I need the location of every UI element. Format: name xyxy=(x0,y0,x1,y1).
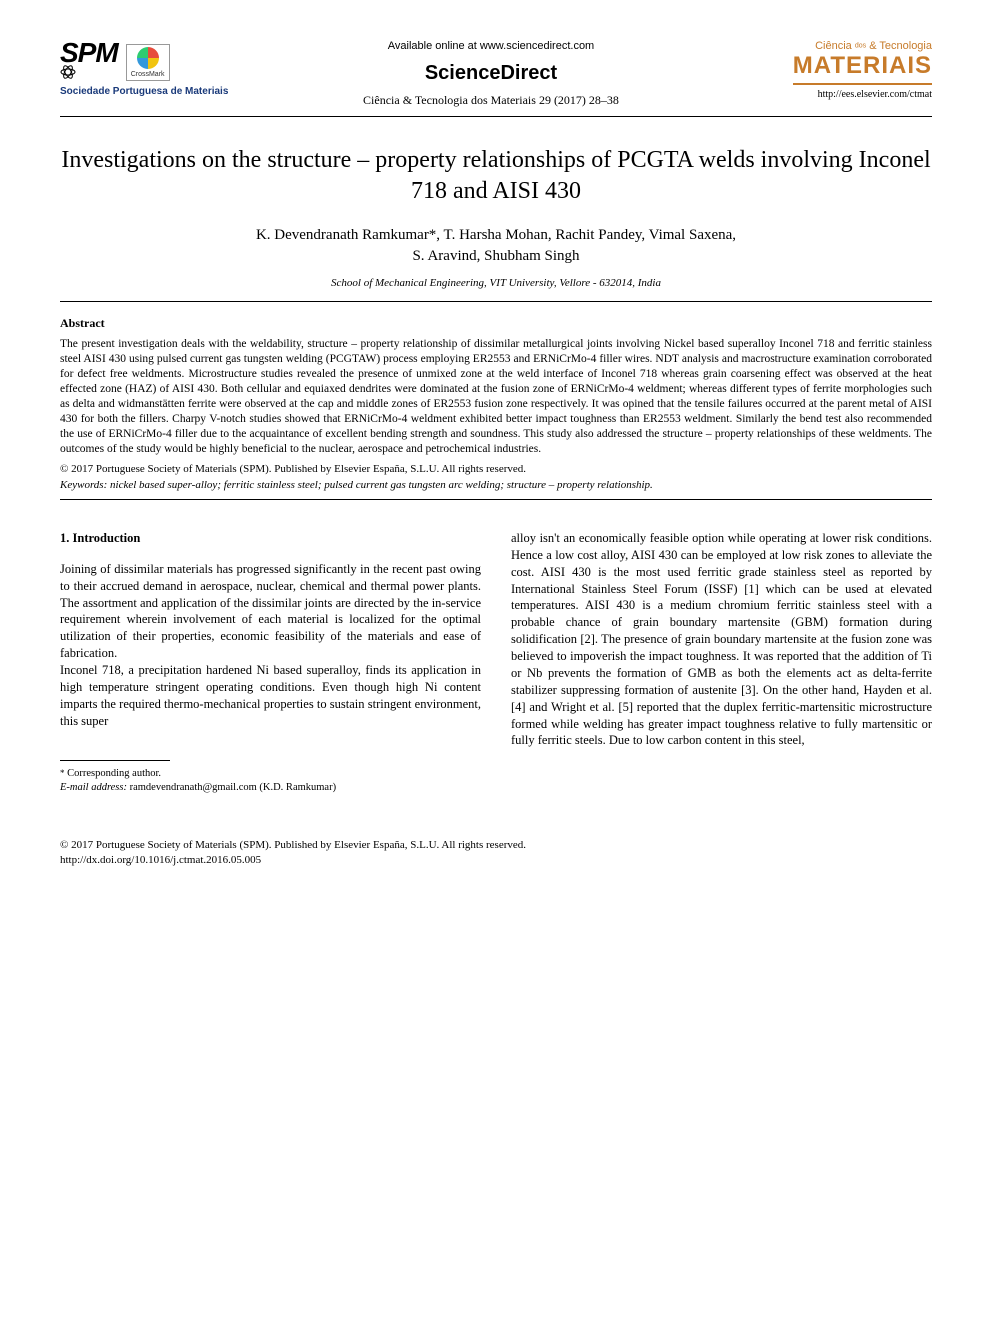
intro-paragraph-2: Inconel 718, a precipitation hardened Ni… xyxy=(60,662,481,730)
keywords-values: nickel based super-alloy; ferritic stain… xyxy=(107,479,653,491)
journal-top-2: & Tecnologia xyxy=(869,40,932,52)
page-header: SPM CrossMark Sociedade Portuguesa de Ma… xyxy=(60,40,932,108)
article-title: Investigations on the structure – proper… xyxy=(60,145,932,207)
journal-url[interactable]: http://ees.elsevier.com/ctmat xyxy=(702,89,932,100)
title-rule xyxy=(60,301,932,302)
authors-line-1: K. Devendranath Ramkumar*, T. Harsha Moh… xyxy=(256,227,736,243)
email-label: E-mail address: xyxy=(60,782,127,793)
footer-copyright: © 2017 Portuguese Society of Materials (… xyxy=(60,838,932,853)
section-heading-intro: 1. Introduction xyxy=(60,530,481,547)
publisher-logo-block: SPM CrossMark Sociedade Portuguesa de Ma… xyxy=(60,40,280,97)
affiliation: School of Mechanical Engineering, VIT Un… xyxy=(60,277,932,289)
journal-logo-topline: Ciência dos & Tecnologia xyxy=(702,40,932,52)
keywords-label: Keywords: xyxy=(60,479,107,491)
keywords-line: Keywords: nickel based super-alloy; ferr… xyxy=(60,479,932,491)
journal-logo-main: MATERIAIS xyxy=(793,52,932,85)
journal-logo-block: Ciência dos & Tecnologia MATERIAIS http:… xyxy=(702,40,932,100)
abstract-body: The present investigation deals with the… xyxy=(60,337,932,457)
header-rule xyxy=(60,116,932,117)
header-center: Available online at www.sciencedirect.co… xyxy=(280,40,702,108)
authors-line-2: S. Aravind, Shubham Singh xyxy=(412,248,579,264)
crossmark-icon xyxy=(137,47,159,69)
body-columns: 1. Introduction Joining of dissimilar ma… xyxy=(60,530,932,796)
corresponding-email[interactable]: ramdevendranath@gmail.com (K.D. Ramkumar… xyxy=(127,782,336,793)
journal-top-dos: dos xyxy=(855,43,866,50)
available-online-text: Available online at www.sciencedirect.co… xyxy=(280,40,702,52)
corresponding-author-footnote: * Corresponding author. E-mail address: … xyxy=(60,767,481,796)
footer-doi[interactable]: http://dx.doi.org/10.1016/j.ctmat.2016.0… xyxy=(60,853,932,868)
crossmark-badge[interactable]: CrossMark xyxy=(126,44,170,81)
footnote-star-icon: * xyxy=(60,768,65,778)
column-left: 1. Introduction Joining of dissimilar ma… xyxy=(60,530,481,796)
atom-icon xyxy=(60,65,100,84)
journal-top-1: Ciência xyxy=(815,40,852,52)
abstract-rule xyxy=(60,499,932,500)
author-list: K. Devendranath Ramkumar*, T. Harsha Moh… xyxy=(60,225,932,267)
abstract-heading: Abstract xyxy=(60,316,932,331)
corresponding-author-label: Corresponding author. xyxy=(67,768,161,779)
intro-paragraph-1: Joining of dissimilar materials has prog… xyxy=(60,561,481,662)
column-right: alloy isn't an economically feasible opt… xyxy=(511,530,932,796)
publisher-logo-sub: Sociedade Portuguesa de Materiais xyxy=(60,86,280,97)
intro-paragraph-3: alloy isn't an economically feasible opt… xyxy=(511,530,932,749)
footnote-rule xyxy=(60,760,170,761)
page-footer: © 2017 Portuguese Society of Materials (… xyxy=(60,838,932,869)
crossmark-label: CrossMark xyxy=(131,71,165,78)
abstract-copyright: © 2017 Portuguese Society of Materials (… xyxy=(60,463,932,475)
sciencedirect-logo: ScienceDirect xyxy=(280,62,702,85)
journal-citation: Ciência & Tecnologia dos Materiais 29 (2… xyxy=(280,93,702,108)
publisher-logo-main: SPM xyxy=(60,40,118,65)
